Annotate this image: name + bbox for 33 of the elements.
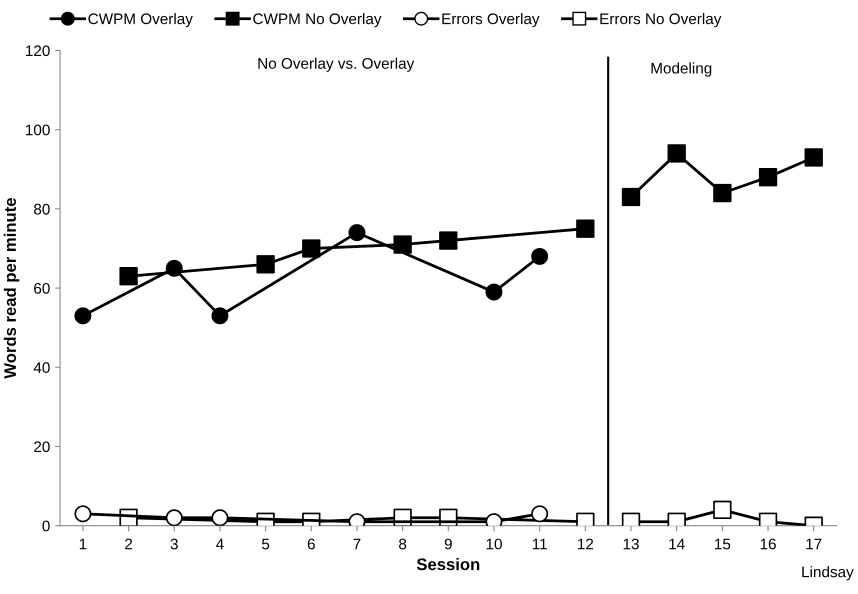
y-tick-label: 40	[34, 362, 50, 373]
y-tick-label: 60	[34, 282, 50, 294]
x-tick-label: 13	[624, 538, 639, 550]
x-tick-label: 16	[760, 538, 776, 550]
x-tick-label: 5	[262, 538, 270, 550]
legend-label: CWPM No Overlay	[253, 12, 382, 28]
legend-label: Errors No Overlay	[600, 12, 722, 28]
x-tick-label: 8	[399, 538, 406, 550]
x-tick-label: 2	[125, 538, 132, 550]
x-tick-label: 4	[216, 538, 224, 550]
legend-label: CWPM Overlay	[88, 12, 193, 28]
annotation: No Overlay vs. Overlay	[258, 58, 414, 72]
x-tick-label: 9	[444, 538, 452, 550]
y-tick-label: 100	[26, 124, 50, 136]
x-tick-label: 3	[170, 538, 178, 550]
legend-label: Errors Overlay	[442, 12, 540, 28]
x-tick-label: 17	[806, 538, 822, 550]
x-tick-label: 6	[308, 538, 315, 550]
x-tick-label: 14	[669, 538, 685, 550]
x-axis-title: Session	[416, 558, 480, 570]
y-tick-label: 80	[34, 204, 50, 215]
y-tick-label: 120	[26, 45, 50, 56]
x-tick-label: 11	[532, 538, 547, 550]
y-axis-title: Words read per minute	[4, 198, 20, 379]
annotation: Modeling	[652, 62, 712, 77]
y-tick-label: 0	[42, 520, 50, 532]
x-tick-label: 10	[486, 538, 502, 550]
x-tick-label: 12	[578, 538, 594, 550]
x-tick-label: 7	[353, 538, 360, 550]
y-tick-label: 20	[34, 441, 50, 452]
text: Lindsay	[802, 566, 854, 580]
x-tick-label: 15	[715, 538, 730, 550]
x-tick-label: 1	[80, 538, 86, 550]
